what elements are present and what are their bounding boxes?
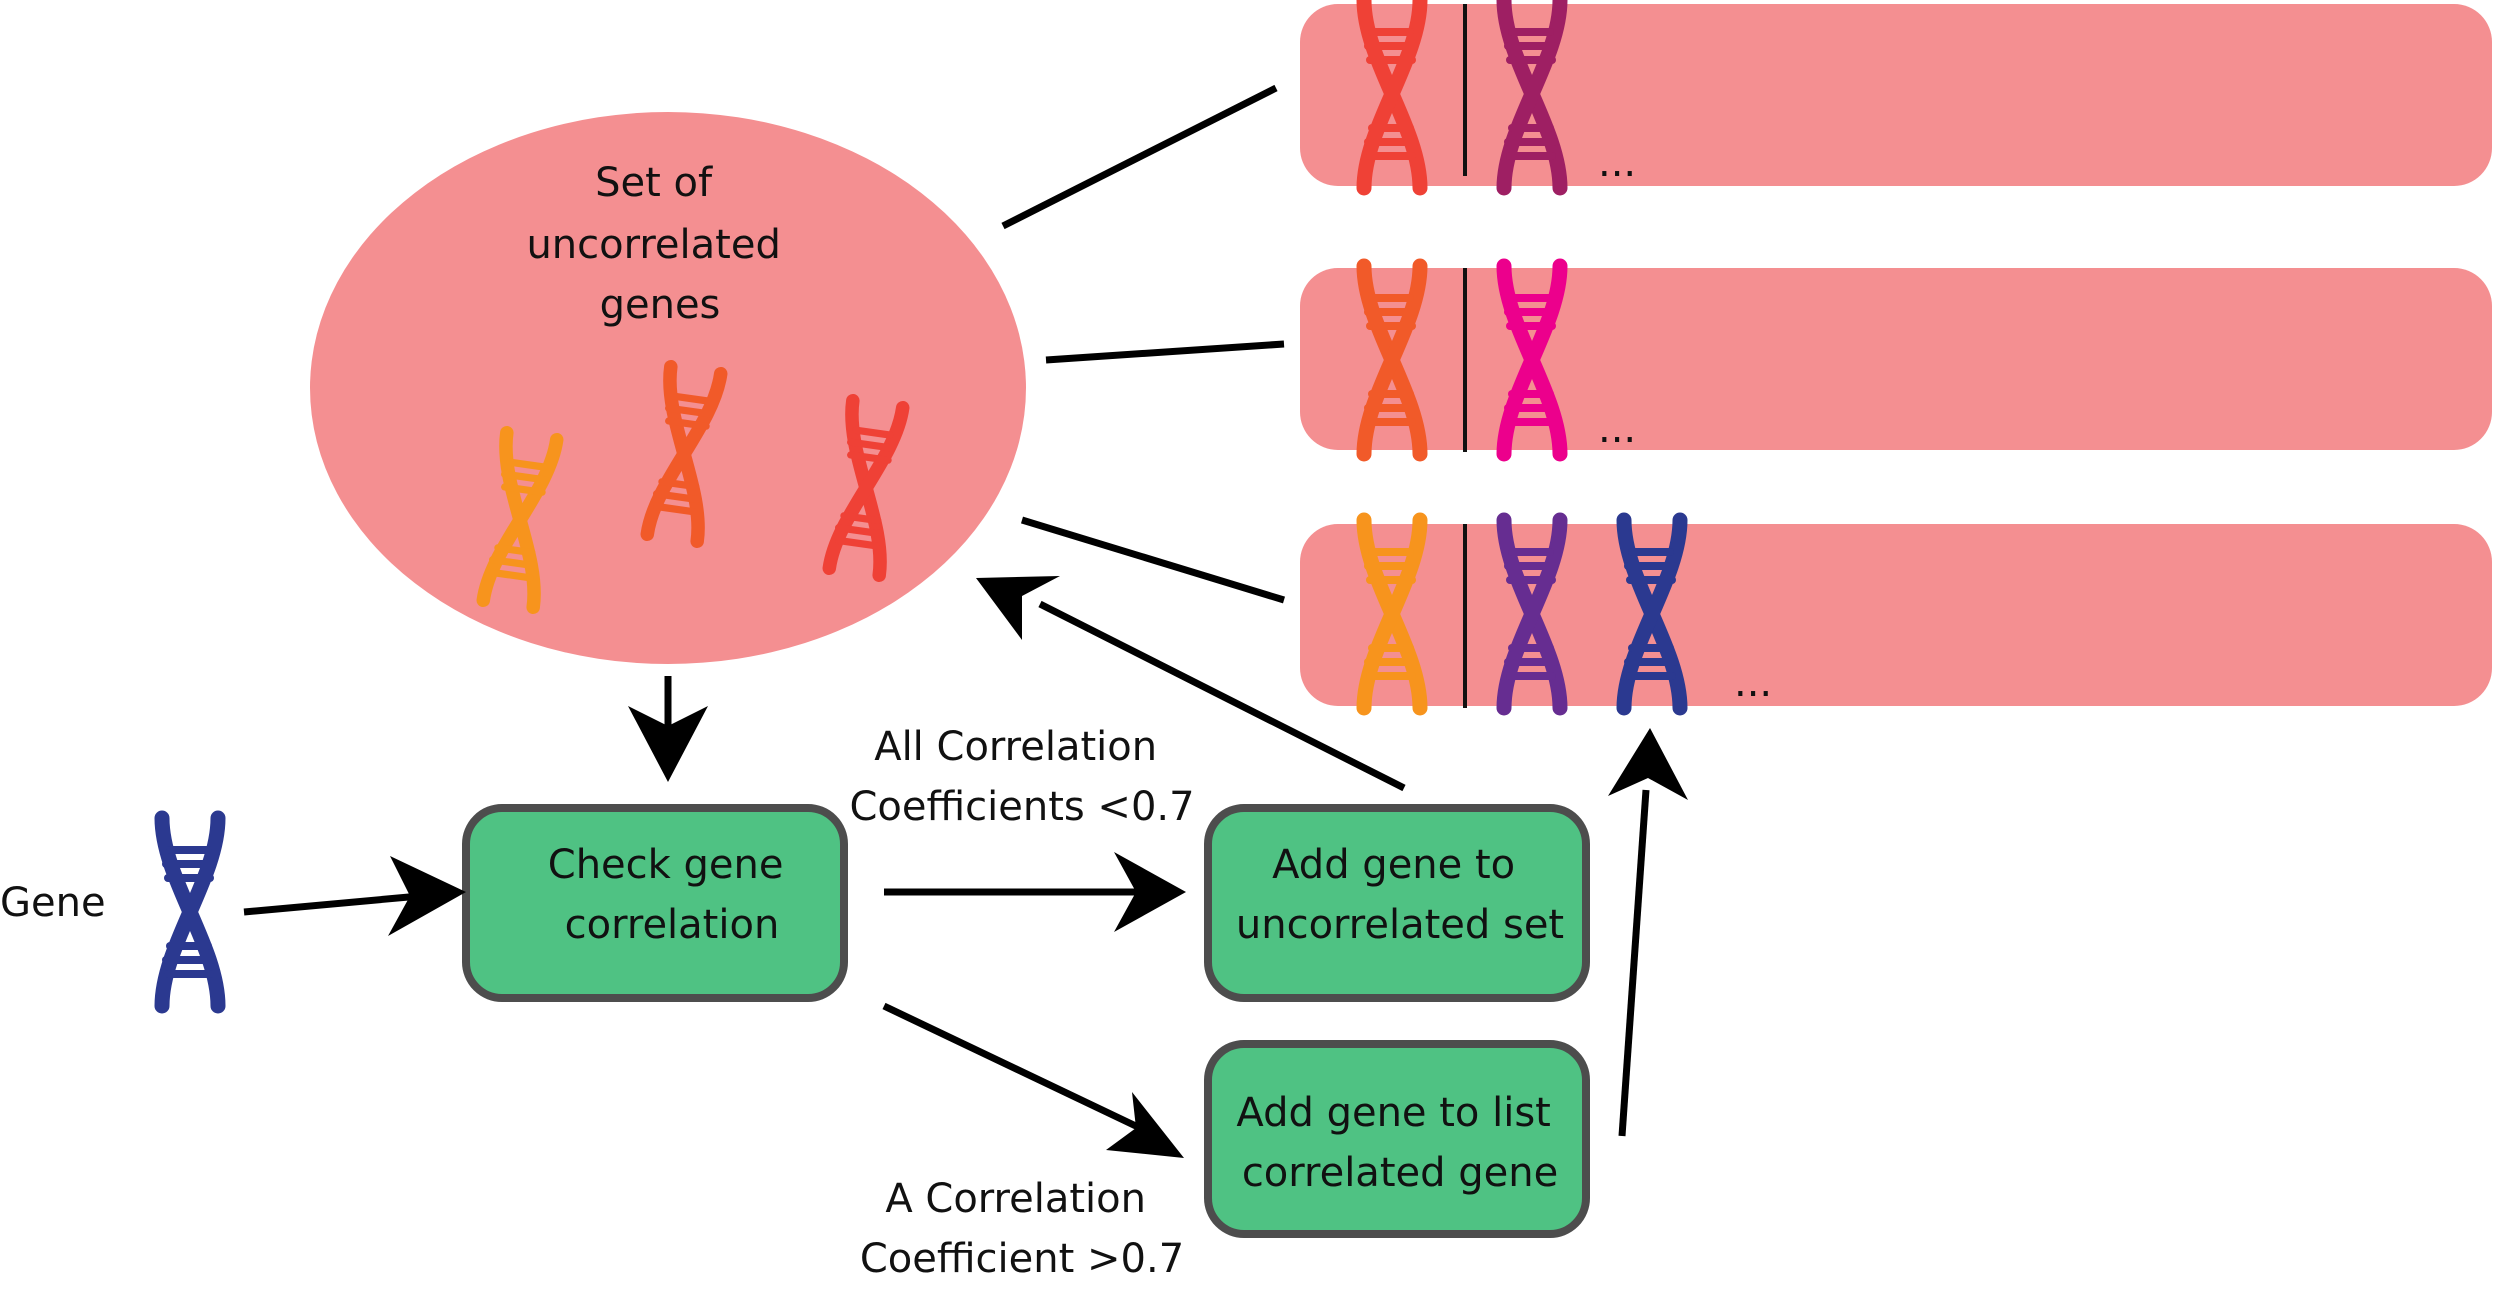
check-correlation-label: Check gene correlation: [548, 842, 796, 948]
arrow-gene-to-check: [243, 856, 466, 936]
ellipse-title-line-2: uncorrelated: [526, 222, 780, 268]
ellipse-title-line-3: genes: [600, 282, 721, 328]
edge-label-one-above-line-2: Coefficient >0.7: [860, 1236, 1184, 1282]
edge-label-all-below: All Correlation Coefficients <0.7: [849, 724, 1194, 830]
list-ellipsis: ...: [1734, 660, 1772, 706]
add-correlated-label: Add gene to list correlated gene: [1236, 1090, 1563, 1196]
connector-line: [1045, 340, 1285, 364]
check-label-line-2: correlation: [565, 902, 780, 948]
edge-label-one-above: A Correlation Coefficient >0.7: [860, 1176, 1184, 1282]
edge-label-one-above-line-1: A Correlation: [885, 1176, 1146, 1222]
gene-label: Gene: [0, 880, 106, 926]
connector-line: [1020, 516, 1286, 604]
arrow-set-to-check: [628, 676, 708, 782]
arrow-add-uncorrelated-to-set: [976, 576, 1406, 792]
arrow-add-correlated-to-list: [1608, 728, 1688, 1137]
add-correlated-line-1: Add gene to list: [1236, 1090, 1550, 1136]
arrow-check-to-add-uncorrelated: [884, 852, 1186, 932]
connector-line: [1001, 84, 1278, 230]
check-correlation-box: [462, 804, 848, 1002]
ellipse-title-line-1: Set of: [595, 160, 713, 206]
ellipse-title: Set of uncorrelated genes: [526, 160, 793, 328]
add-uncorrelated-line-2: uncorrelated set: [1236, 902, 1564, 948]
edge-label-all-below-line-1: All Correlation: [874, 724, 1157, 770]
add-uncorrelated-label: Add gene to uncorrelated set: [1236, 842, 1564, 948]
add-uncorrelated-line-1: Add gene to: [1272, 842, 1515, 888]
gene-list-bar-2: [1300, 268, 2492, 450]
list-ellipsis: ...: [1598, 140, 1636, 186]
edge-label-all-below-line-2: Coefficients <0.7: [849, 784, 1194, 830]
list-ellipsis: ...: [1598, 406, 1636, 452]
gene-list-bar-3: [1300, 524, 2492, 706]
check-label-line-1: Check gene: [548, 842, 784, 888]
dna-icon: [162, 818, 218, 1006]
arrow-check-to-add-correlated: [882, 1002, 1184, 1158]
add-correlated-line-2: correlated gene: [1242, 1150, 1558, 1196]
add-correlated-box: [1204, 1040, 1590, 1238]
add-uncorrelated-box: [1204, 804, 1590, 1002]
gene-list-bar-1: [1300, 4, 2492, 186]
